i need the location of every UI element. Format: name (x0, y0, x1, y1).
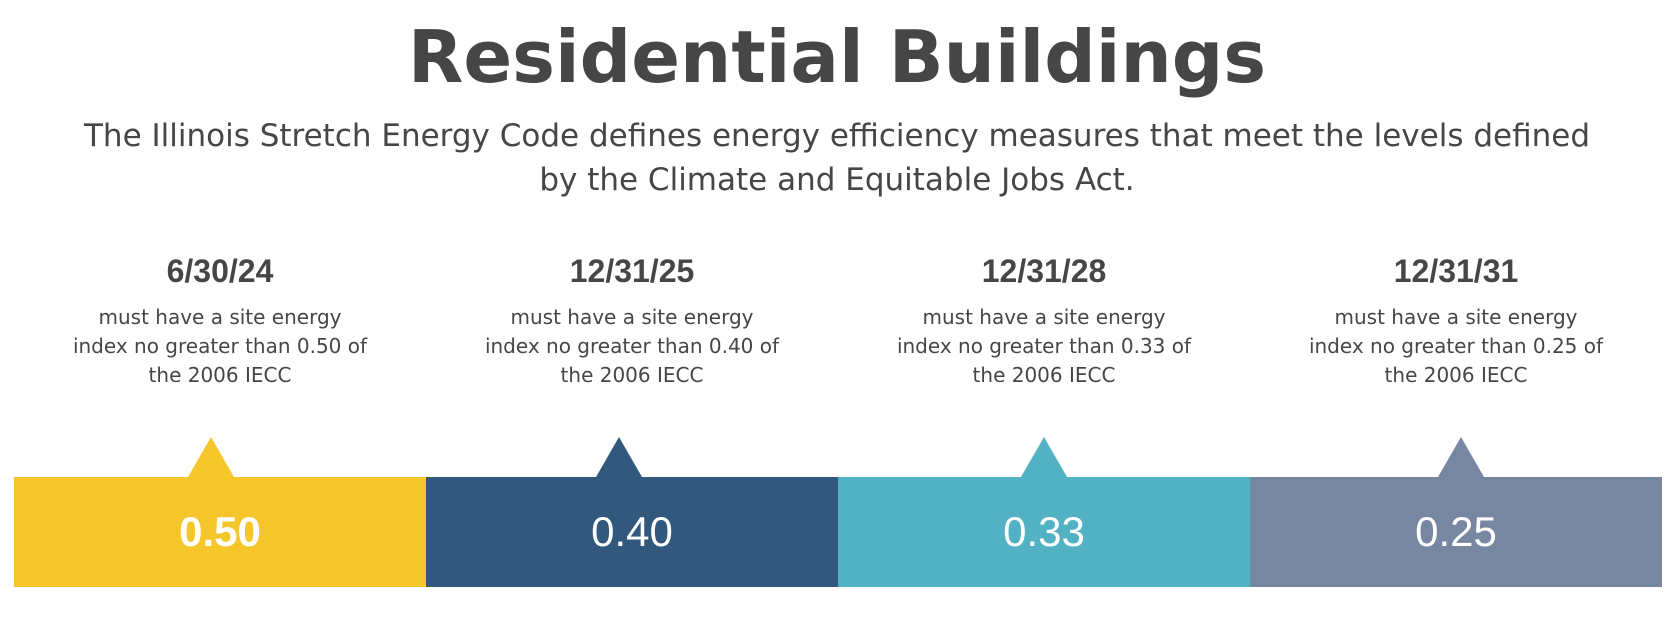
milestone-value: 0.33 (1003, 508, 1085, 555)
milestone-1: 6/30/24 must have a site energy index no… (14, 248, 426, 588)
milestone-bar: 0.33 (838, 477, 1250, 587)
milestone-value: 0.50 (179, 508, 261, 555)
milestone-value: 0.25 (1415, 508, 1497, 555)
milestone-3: 12/31/28 must have a site energy index n… (838, 248, 1250, 588)
milestone-bar: 0.50 (14, 477, 426, 587)
page-subtitle: The Illinois Stretch Energy Code defines… (83, 118, 1590, 198)
milestone-pointer (596, 437, 642, 477)
milestone-pointer (1021, 437, 1067, 477)
milestone-date: 6/30/24 (166, 253, 274, 289)
page-title: Residential Buildings (407, 15, 1267, 99)
milestone-date: 12/31/28 (981, 253, 1107, 289)
milestone-description: must have a site energy index no greater… (72, 305, 368, 387)
milestone-pointer (1438, 437, 1484, 477)
milestone-4: 12/31/31 must have a site energy index n… (1250, 248, 1662, 588)
milestone-description: must have a site energy index no greater… (1308, 305, 1604, 387)
milestone-pointer (188, 437, 234, 477)
milestone-description: must have a site energy index no greater… (896, 305, 1192, 387)
milestone-bar: 0.25 (1250, 477, 1662, 587)
milestone-description: must have a site energy index no greater… (484, 305, 780, 387)
timeline: 6/30/24 must have a site energy index no… (14, 248, 1662, 588)
milestone-value: 0.40 (591, 508, 673, 555)
milestone-date: 12/31/25 (569, 253, 695, 289)
milestone-2: 12/31/25 must have a site energy index n… (426, 248, 838, 588)
milestone-date: 12/31/31 (1393, 253, 1519, 289)
milestone-bar: 0.40 (426, 477, 838, 587)
